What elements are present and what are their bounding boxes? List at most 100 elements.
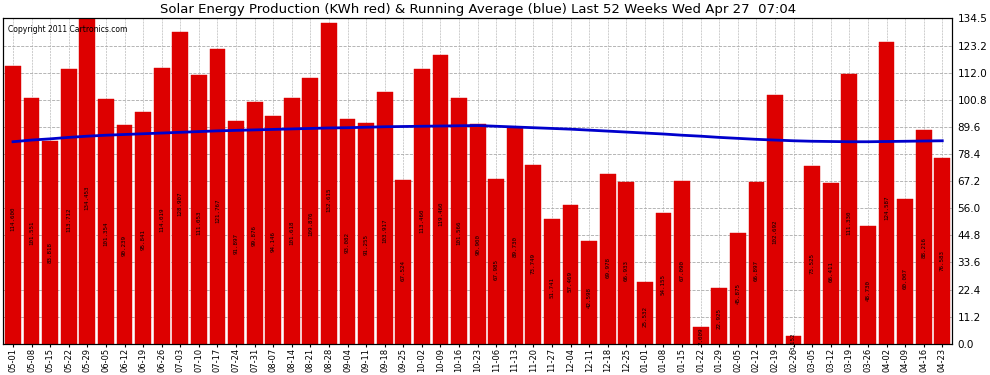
Text: 121.767: 121.767 <box>215 199 220 223</box>
Bar <box>693 327 709 344</box>
Text: 114.600: 114.600 <box>11 207 16 231</box>
Text: 83.818: 83.818 <box>48 242 52 263</box>
Bar <box>136 112 151 344</box>
Text: 73.749: 73.749 <box>531 253 536 274</box>
Text: 101.551: 101.551 <box>29 221 34 246</box>
Bar <box>637 282 652 344</box>
Text: 101.566: 101.566 <box>456 221 461 246</box>
Bar <box>265 116 281 344</box>
Text: 67.985: 67.985 <box>494 259 499 280</box>
Text: 66.933: 66.933 <box>624 260 629 281</box>
Text: 114.019: 114.019 <box>159 207 164 232</box>
Text: 76.583: 76.583 <box>940 250 944 271</box>
Bar <box>935 159 950 344</box>
Bar <box>581 241 597 344</box>
Bar <box>767 95 783 344</box>
Bar <box>172 32 188 344</box>
Title: Solar Energy Production (KWh red) & Running Average (blue) Last 52 Weeks Wed Apr: Solar Energy Production (KWh red) & Runn… <box>159 3 796 16</box>
Text: 66.897: 66.897 <box>754 261 759 282</box>
Bar <box>321 23 337 344</box>
Bar <box>674 182 690 344</box>
Bar <box>303 78 318 344</box>
Text: 90.900: 90.900 <box>475 234 480 255</box>
Text: 42.598: 42.598 <box>587 287 592 308</box>
Bar <box>153 68 169 344</box>
Bar <box>544 219 560 344</box>
Text: Copyright 2011 Cartronics.com: Copyright 2011 Cartronics.com <box>8 25 127 34</box>
Bar <box>340 118 355 344</box>
Text: 73.525: 73.525 <box>810 253 815 274</box>
Text: 3.152: 3.152 <box>791 332 796 350</box>
Bar <box>878 42 894 344</box>
Bar <box>897 199 913 344</box>
Text: 90.239: 90.239 <box>122 235 127 256</box>
Bar <box>619 182 635 344</box>
Bar <box>98 99 114 344</box>
Bar <box>600 174 616 344</box>
Bar <box>655 213 671 344</box>
Text: 111.330: 111.330 <box>846 210 851 235</box>
Bar <box>284 98 300 344</box>
Bar <box>5 66 21 344</box>
Bar <box>191 75 207 344</box>
Text: 113.712: 113.712 <box>66 208 71 232</box>
Bar <box>916 130 932 344</box>
Bar <box>117 126 133 344</box>
Bar <box>712 288 727 344</box>
Text: 60.007: 60.007 <box>903 268 908 289</box>
Text: 93.082: 93.082 <box>346 232 350 253</box>
Text: 69.978: 69.978 <box>605 257 610 278</box>
Bar <box>469 124 485 344</box>
Text: 48.730: 48.730 <box>865 280 870 301</box>
Bar <box>488 179 504 344</box>
Bar <box>748 182 764 344</box>
Text: 132.615: 132.615 <box>327 187 332 211</box>
Text: 113.460: 113.460 <box>420 208 425 232</box>
Bar <box>247 102 262 344</box>
Text: 25.532: 25.532 <box>643 306 647 327</box>
Text: 119.460: 119.460 <box>438 201 443 226</box>
Text: 95.841: 95.841 <box>141 229 146 250</box>
Text: 67.524: 67.524 <box>401 260 406 281</box>
Text: 66.411: 66.411 <box>829 261 834 282</box>
Text: 45.875: 45.875 <box>736 284 741 304</box>
Text: 91.897: 91.897 <box>234 233 239 254</box>
Text: 91.255: 91.255 <box>363 234 368 255</box>
Bar <box>24 98 40 344</box>
Bar <box>395 180 411 344</box>
Text: 22.925: 22.925 <box>717 308 722 329</box>
Bar <box>79 18 95 344</box>
Bar <box>210 49 226 344</box>
Text: 101.354: 101.354 <box>103 221 109 246</box>
Text: 54.155: 54.155 <box>661 274 666 296</box>
Bar <box>451 98 467 344</box>
Text: 88.216: 88.216 <box>921 237 927 258</box>
Bar <box>786 336 802 344</box>
Text: 57.469: 57.469 <box>568 271 573 292</box>
Text: 102.692: 102.692 <box>772 220 777 244</box>
Text: 103.917: 103.917 <box>382 218 387 243</box>
Bar <box>730 233 745 344</box>
Text: 101.618: 101.618 <box>289 221 294 245</box>
Text: 128.907: 128.907 <box>178 191 183 216</box>
Text: 111.053: 111.053 <box>196 211 201 235</box>
Bar <box>823 183 839 344</box>
Bar <box>562 205 578 344</box>
Bar <box>433 55 448 344</box>
Text: 51.741: 51.741 <box>549 277 554 298</box>
Bar <box>860 226 876 344</box>
Text: 94.146: 94.146 <box>270 231 275 252</box>
Bar <box>526 165 542 344</box>
Bar <box>43 141 58 344</box>
Bar <box>358 123 374 344</box>
Text: 99.876: 99.876 <box>252 225 257 246</box>
Text: 67.090: 67.090 <box>679 260 684 281</box>
Text: 7.009: 7.009 <box>698 327 703 345</box>
Bar <box>60 69 76 344</box>
Bar <box>414 69 430 344</box>
Text: 124.587: 124.587 <box>884 196 889 220</box>
Text: 109.876: 109.876 <box>308 212 313 236</box>
Bar <box>377 92 393 344</box>
Bar <box>507 127 523 344</box>
Bar <box>804 166 820 344</box>
